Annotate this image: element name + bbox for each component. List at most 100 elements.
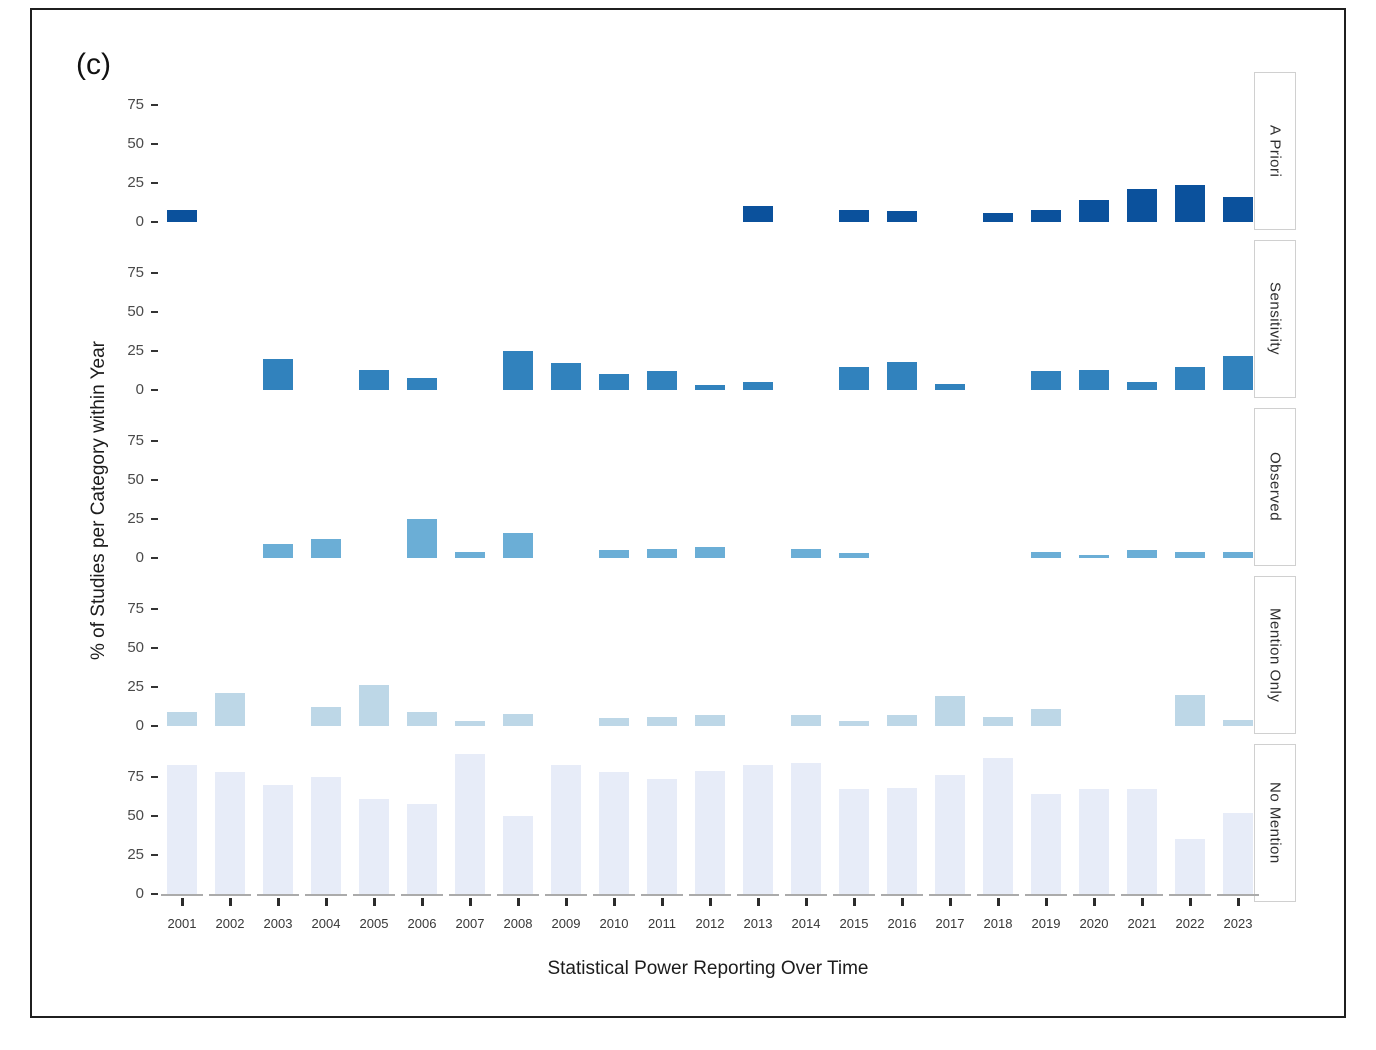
bar-observed-2010 — [599, 550, 629, 558]
y-tick-mark — [151, 272, 158, 274]
bar-no-mention-2011 — [647, 778, 677, 894]
bar-a-priori-2019 — [1031, 209, 1061, 222]
bar-no-mention-2008 — [503, 816, 533, 894]
x-baseline-dash — [449, 894, 491, 896]
facet-strip-label: Sensitivity — [1266, 282, 1284, 356]
bar-no-mention-2012 — [695, 770, 725, 894]
bar-mention-only-2016 — [887, 715, 917, 726]
facet-panel-no-mention: 0 25 50 75 — [32, 744, 1344, 902]
y-tick-mark — [151, 608, 158, 610]
y-tick-label: 75 — [127, 432, 144, 449]
x-year-label: 2003 — [263, 916, 293, 931]
facet-strip-a-priori: A Priori — [1254, 72, 1296, 230]
bar-sensitivity-2013 — [743, 382, 773, 390]
y-tick-label: 50 — [127, 639, 144, 656]
x-tick-mark — [709, 898, 712, 906]
y-tick-label: 25 — [127, 174, 144, 191]
x-year-label: 2007 — [455, 916, 485, 931]
x-tick-mark — [421, 898, 424, 906]
figure-frame: (c) 0 25 50 75 0 25 50 75 0 25 50 75 0 25 50 75 0 25 5… — [30, 8, 1346, 1018]
x-year-label: 2010 — [599, 916, 629, 931]
x-year-label: 2017 — [935, 916, 965, 931]
y-tick-mark — [151, 389, 158, 391]
x-baseline-dash — [1121, 894, 1163, 896]
bar-observed-2014 — [791, 548, 821, 558]
bar-no-mention-2005 — [359, 798, 389, 894]
x-tick-mark — [469, 898, 472, 906]
y-tick-label: 75 — [127, 768, 144, 785]
bar-a-priori-2001 — [167, 209, 197, 222]
y-tick-mark — [151, 182, 158, 184]
bar-observed-2015 — [839, 553, 869, 558]
bar-mention-only-2011 — [647, 716, 677, 726]
x-year-label: 2011 — [648, 916, 676, 931]
y-tick-mark — [151, 776, 158, 778]
x-baseline-dash — [929, 894, 971, 896]
y-tick-mark — [151, 647, 158, 649]
bar-observed-2020 — [1079, 554, 1109, 558]
bar-observed-2008 — [503, 533, 533, 558]
bar-sensitivity-2020 — [1079, 369, 1109, 390]
x-baseline-dash — [833, 894, 875, 896]
x-year-label: 2013 — [743, 916, 773, 931]
bar-sensitivity-2022 — [1175, 366, 1205, 390]
x-year-label: 2019 — [1031, 916, 1061, 931]
bar-no-mention-2007 — [455, 753, 485, 894]
bar-sensitivity-2005 — [359, 369, 389, 390]
y-tick-label: 0 — [135, 885, 144, 902]
bar-sensitivity-2021 — [1127, 382, 1157, 390]
y-tick-mark — [151, 686, 158, 688]
bar-observed-2006 — [407, 519, 437, 558]
x-tick-mark — [181, 898, 184, 906]
facet-strip-label: Mention Only — [1266, 607, 1284, 703]
x-year-label: 2005 — [359, 916, 389, 931]
bar-a-priori-2021 — [1127, 189, 1157, 222]
facet-strip-mention-only: Mention Only — [1254, 576, 1296, 734]
x-baseline-dash — [353, 894, 395, 896]
y-tick-mark — [151, 221, 158, 223]
bar-observed-2021 — [1127, 550, 1157, 558]
bar-observed-2019 — [1031, 551, 1061, 558]
y-tick-label: 50 — [127, 135, 144, 152]
bar-observed-2011 — [647, 548, 677, 558]
x-baseline-dash — [977, 894, 1019, 896]
bar-no-mention-2021 — [1127, 789, 1157, 894]
x-tick-mark — [853, 898, 856, 906]
x-baseline-dash — [257, 894, 299, 896]
bar-a-priori-2018 — [983, 212, 1013, 222]
facet-strip-label: Observed — [1266, 452, 1284, 522]
x-tick-mark — [949, 898, 952, 906]
bar-no-mention-2002 — [215, 772, 245, 894]
bar-sensitivity-2023 — [1223, 355, 1253, 390]
bar-no-mention-2001 — [167, 764, 197, 894]
x-baseline-dash — [737, 894, 779, 896]
panel-tag: (c) — [76, 48, 111, 81]
x-axis-title: Statistical Power Reporting Over Time — [547, 958, 869, 979]
bar-mention-only-2014 — [791, 715, 821, 726]
bar-no-mention-2009 — [551, 764, 581, 894]
bar-sensitivity-2016 — [887, 361, 917, 390]
y-tick-label: 25 — [127, 342, 144, 359]
y-tick-mark — [151, 479, 158, 481]
x-baseline-dash — [785, 894, 827, 896]
bar-no-mention-2004 — [311, 777, 341, 894]
facet-strip-label: A Priori — [1266, 124, 1284, 178]
facet-strip-observed: Observed — [1254, 408, 1296, 566]
y-tick-label: 75 — [127, 264, 144, 281]
y-tick-label: 0 — [135, 717, 144, 734]
bar-mention-only-2005 — [359, 685, 389, 726]
bar-no-mention-2020 — [1079, 789, 1109, 894]
bar-mention-only-2015 — [839, 721, 869, 726]
x-baseline-dash — [545, 894, 587, 896]
y-tick-label: 25 — [127, 678, 144, 695]
bar-a-priori-2015 — [839, 209, 869, 222]
bar-mention-only-2007 — [455, 721, 485, 726]
facet-strip-sensitivity: Sensitivity — [1254, 240, 1296, 398]
x-year-label: 2004 — [311, 916, 341, 931]
y-tick-mark — [151, 854, 158, 856]
bar-mention-only-2008 — [503, 713, 533, 726]
facet-panel-observed: 0 25 50 75 — [32, 408, 1344, 566]
x-tick-mark — [373, 898, 376, 906]
x-baseline-dash — [161, 894, 203, 896]
y-tick-mark — [151, 143, 158, 145]
